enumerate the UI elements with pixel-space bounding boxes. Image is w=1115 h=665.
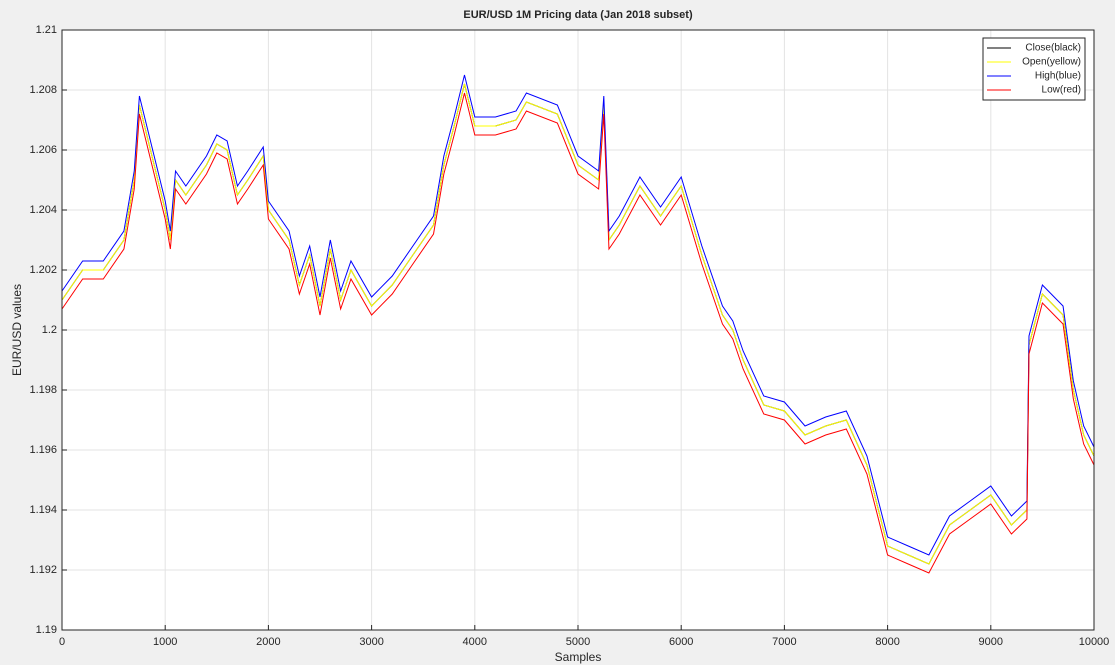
x-tick-label: 2000 (256, 636, 280, 648)
x-tick-label: 8000 (875, 636, 899, 648)
y-tick-label: 1.208 (29, 84, 57, 96)
x-tick-label: 3000 (359, 636, 383, 648)
legend-label: Open(yellow) (1022, 57, 1081, 68)
x-tick-label: 4000 (463, 636, 487, 648)
chart-title: EUR/USD 1M Pricing data (Jan 2018 subset… (463, 9, 693, 21)
y-tick-label: 1.194 (29, 504, 57, 516)
legend-label: Low(red) (1042, 85, 1081, 96)
y-tick-label: 1.192 (29, 564, 57, 576)
x-tick-label: 9000 (979, 636, 1003, 648)
x-tick-label: 0 (59, 636, 65, 648)
legend-label: Close(black) (1025, 43, 1081, 54)
series-line (61, 74, 1095, 556)
x-axis-label: Samples (555, 650, 602, 664)
y-tick-label: 1.206 (29, 144, 57, 156)
y-axis-label: EUR/USD values (10, 284, 24, 376)
y-tick-label: 1.21 (36, 24, 57, 36)
series-line (61, 92, 1095, 574)
y-tick-label: 1.198 (29, 384, 57, 396)
plot-frame (61, 29, 1095, 631)
y-tick-label: 1.202 (29, 264, 57, 276)
y-tick-label: 1.2 (42, 324, 57, 336)
y-tick-label: 1.196 (29, 444, 57, 456)
y-tick-label: 1.19 (36, 624, 57, 636)
x-tick-label: 10000 (1079, 636, 1110, 648)
x-tick-label: 7000 (772, 636, 796, 648)
x-tick-label: 6000 (669, 636, 693, 648)
x-tick-label: 5000 (566, 636, 590, 648)
x-tick-label: 1000 (153, 636, 177, 648)
series-line (61, 83, 1095, 565)
y-tick-label: 1.204 (29, 204, 57, 216)
legend-label: High(blue) (1035, 71, 1081, 82)
